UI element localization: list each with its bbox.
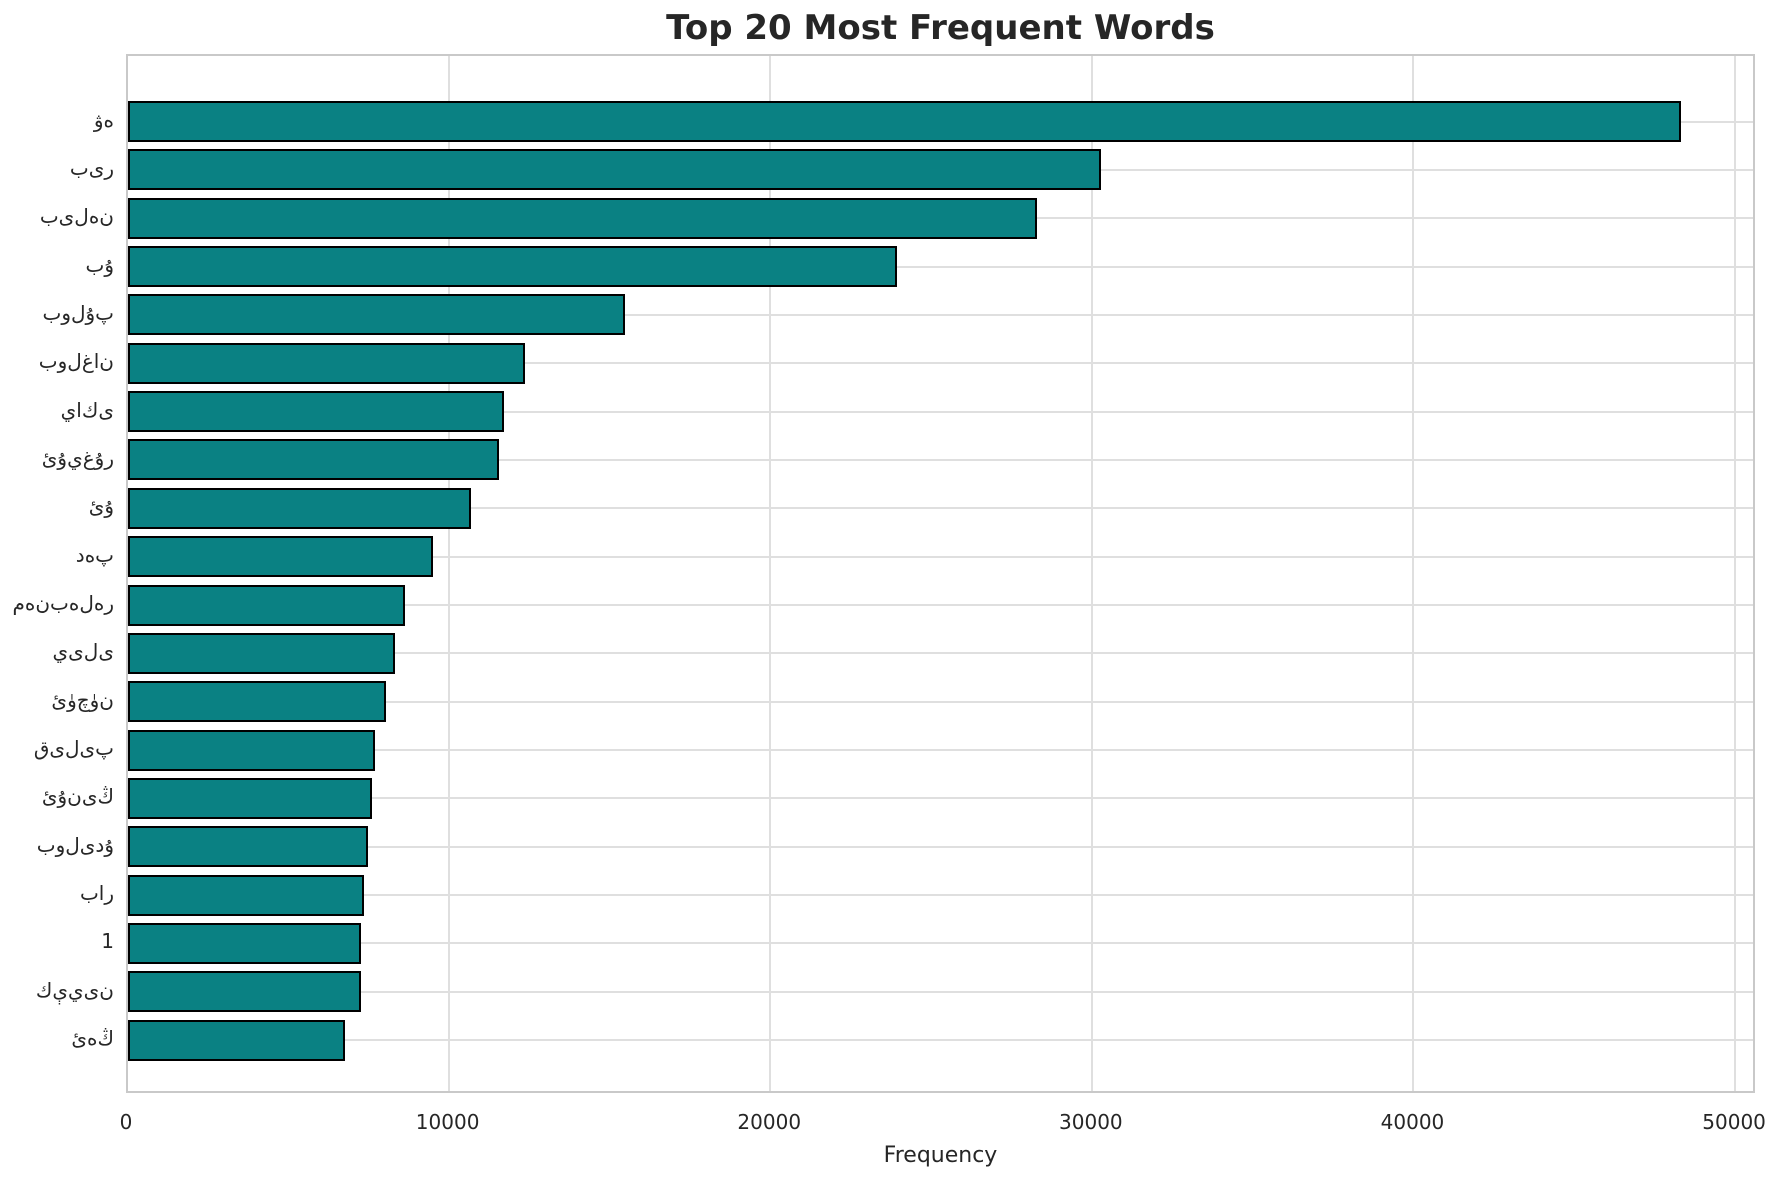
bar-12 xyxy=(128,681,386,723)
gridline-row-6 xyxy=(128,410,1753,413)
bar-18 xyxy=(128,971,361,1013)
gridline-row-17 xyxy=(128,942,1753,945)
x-axis-label: Frequency xyxy=(883,1143,998,1168)
bar-13 xyxy=(128,729,375,771)
y-tick-label-12: ئ‌ۈ‌چ‌ۈ‌ن xyxy=(51,687,114,712)
gridline-row-10 xyxy=(128,604,1753,606)
y-tick-label-10: م‌ە‌ن‌ب‌ە‌ل‌ە‌ر xyxy=(12,591,114,615)
gridline-row-11 xyxy=(128,652,1753,655)
x-tick-label-10000: 10000 xyxy=(415,1110,480,1134)
bar-10 xyxy=(128,584,405,626)
y-tick-label-16: ب‌ا‌ر xyxy=(79,881,114,906)
bar-5 xyxy=(128,342,526,384)
gridline-row-12 xyxy=(128,700,1753,703)
bar-6 xyxy=(128,391,505,433)
x-tick-label-0: 0 xyxy=(119,1110,133,1134)
bar-1 xyxy=(128,149,1101,191)
bar-0 xyxy=(128,101,1682,142)
y-tick-label-0: ۋ‌ە xyxy=(93,107,114,132)
y-tick-label-19: ئ‌ە‌ڭ xyxy=(71,1026,114,1051)
gridline-row-5 xyxy=(128,362,1753,365)
y-tick-label-2: ب‌ى‌ل‌ە‌ن xyxy=(39,204,114,229)
bar-2 xyxy=(128,197,1037,239)
y-tick-label-5: ب‌و‌ل‌غ‌ا‌ن xyxy=(38,349,114,374)
bar-3 xyxy=(128,246,897,288)
gridline-row-8 xyxy=(128,507,1753,510)
gridline-x-30000 xyxy=(1090,56,1093,1091)
gridline-row-4 xyxy=(128,313,1753,316)
gridline-row-19 xyxy=(128,1039,1753,1042)
bar-9 xyxy=(128,536,433,578)
y-tick-label-11: ي‌ى‌ل‌ى xyxy=(52,639,115,664)
gridline-row-16 xyxy=(128,894,1753,897)
x-tick-label-30000: 30000 xyxy=(1059,1110,1123,1134)
y-tick-label-4: ب‌و‌ل‌ۇ‌پ xyxy=(42,300,114,325)
y-tick-label-3: ب‌ۇ xyxy=(85,252,115,277)
bar-17 xyxy=(128,922,362,964)
x-tick-label-40000: 40000 xyxy=(1380,1110,1445,1134)
gridline-row-18 xyxy=(128,990,1753,993)
y-tick-label-14: ئ‌ۇ‌ن‌ى‌ڭ xyxy=(41,784,114,809)
gridline-x-50000 xyxy=(1734,56,1737,1091)
bar-15 xyxy=(128,826,368,868)
gridline-row-7 xyxy=(128,458,1753,461)
gridline-x-40000 xyxy=(1412,56,1415,1091)
plot-area xyxy=(126,54,1755,1093)
y-tick-label-1: ب‌ى‌ر xyxy=(69,155,114,180)
bar-19 xyxy=(128,1019,346,1061)
x-tick-label-50000: 50000 xyxy=(1702,1110,1766,1134)
gridline-row-13 xyxy=(128,749,1753,752)
y-tick-label-9: د‌ە‌پ xyxy=(75,542,114,567)
bar-14 xyxy=(128,777,373,819)
y-tick-label-15: ب‌و‌ل‌ى‌د‌ۇ xyxy=(36,832,114,857)
bar-7 xyxy=(128,439,500,481)
gridline-x-10000 xyxy=(447,56,450,1091)
gridline-row-15 xyxy=(128,845,1753,848)
bar-8 xyxy=(128,487,471,529)
y-axis-tick-labels: ۋ‌ە ب‌ى‌ر ب‌ى‌ل‌ە‌ن ب‌ۇ ب‌و‌ل‌ۇ‌پ ب‌و‌ل‌غ‌ا‌ن… xyxy=(0,0,114,1185)
gridline-x-20000 xyxy=(769,56,772,1091)
y-tick-label-18: ك‌ې‌ي‌ى‌ن xyxy=(35,977,114,1002)
chart-title: Top 20 Most Frequent Words xyxy=(666,8,1215,48)
gridline-row-14 xyxy=(128,797,1753,800)
y-tick-label-13: ق‌ى‌ل‌ى‌پ xyxy=(33,736,114,761)
y-tick-label-7: ئ‌ۇ‌ي‌غ‌ۇ‌ر xyxy=(41,445,114,470)
gridline-row-3 xyxy=(128,265,1753,268)
x-tick-label-20000: 20000 xyxy=(737,1110,802,1134)
bar-4 xyxy=(128,294,625,336)
gridline-row-9 xyxy=(128,555,1753,558)
bar-16 xyxy=(128,874,365,916)
y-tick-label-6: ي‌ا‌ك‌ى xyxy=(60,397,114,422)
bar-11 xyxy=(128,632,395,674)
y-tick-label-17: 1 xyxy=(101,929,114,954)
y-tick-label-8: ئ‌ۇ xyxy=(88,494,114,519)
